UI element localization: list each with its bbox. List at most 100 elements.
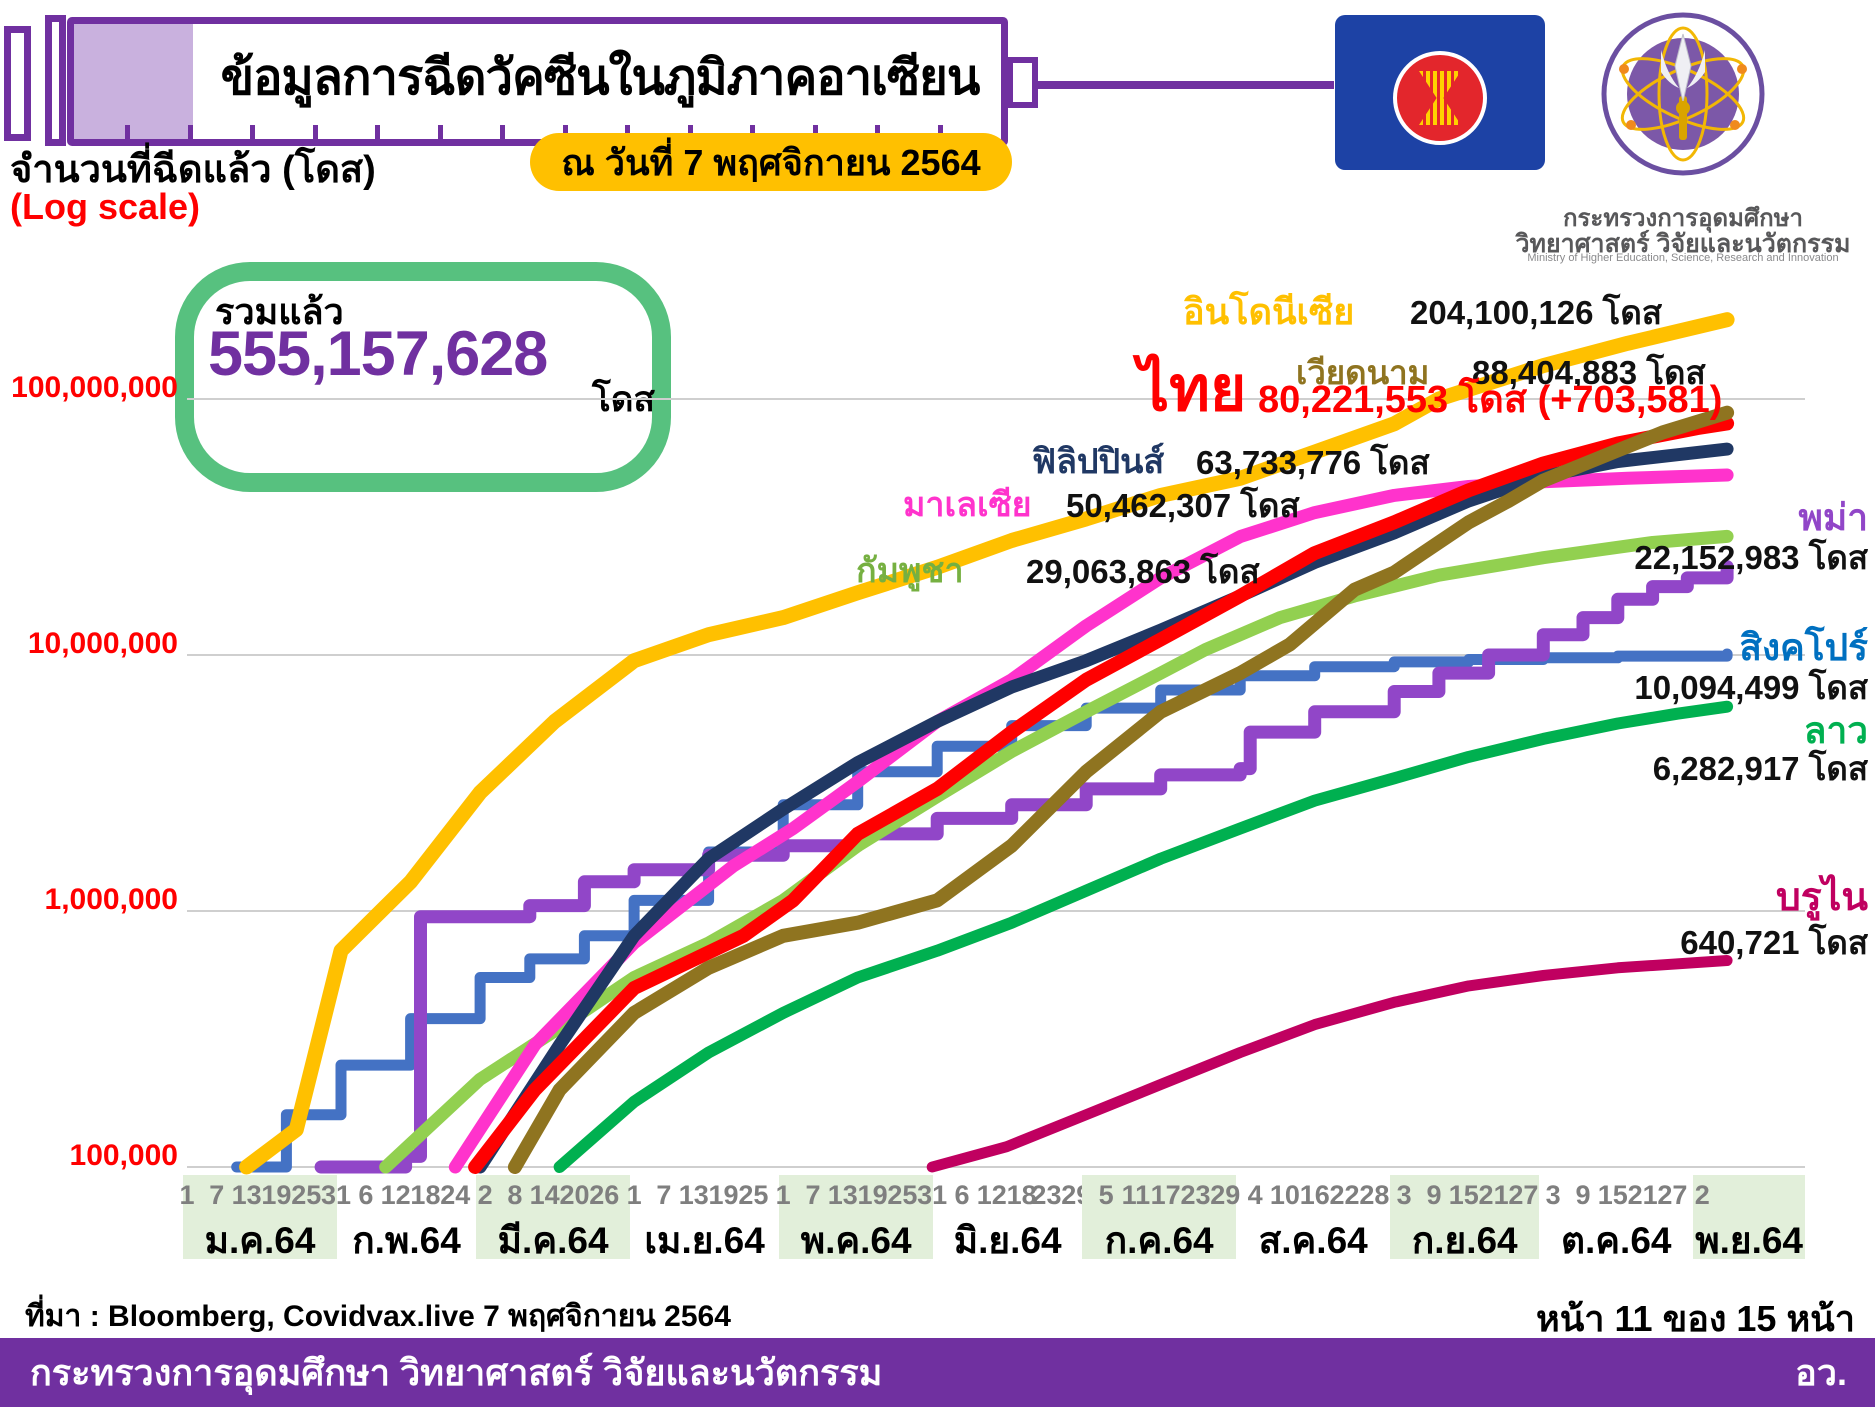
total-value: 555,157,628 bbox=[208, 319, 548, 389]
annotation: ไทย bbox=[1138, 355, 1247, 424]
syringe-tick bbox=[625, 125, 630, 139]
annotation: อินโดนีเซีย bbox=[1183, 291, 1355, 332]
ministry-seal-icon bbox=[1601, 12, 1765, 176]
y-axis-title: จำนวนที่ฉีดแล้ว (โดส) bbox=[10, 149, 376, 191]
x-axis-day-tick: 29 bbox=[1210, 1180, 1241, 1210]
x-axis-day-tick: 17 bbox=[1150, 1180, 1181, 1210]
syringe-flange-icon bbox=[45, 15, 66, 146]
x-axis-day-tick: 25 bbox=[291, 1180, 322, 1210]
x-axis-day-tick: 7 bbox=[656, 1180, 672, 1210]
syringe-tick bbox=[562, 125, 568, 139]
x-axis-day-tick: 13 bbox=[678, 1180, 709, 1210]
annotation: 29,063,863 โดส bbox=[1026, 553, 1260, 590]
ministry-name-en: Ministry of Higher Education, Science, R… bbox=[1527, 252, 1839, 264]
x-axis-month: ก.พ.64 bbox=[337, 1175, 476, 1261]
x-axis-day-tick: 7 bbox=[805, 1180, 821, 1210]
y-axis-tick-label: 100,000,000 bbox=[11, 371, 178, 404]
annotation: พม่า bbox=[1798, 497, 1868, 538]
x-axis-day-tick: 8 bbox=[507, 1180, 523, 1210]
annotation: 6,282,917 โดส bbox=[1652, 750, 1868, 787]
syringe-tick bbox=[687, 125, 693, 139]
gridline bbox=[187, 910, 1805, 912]
syringe-tick bbox=[187, 125, 193, 139]
syringe-tick bbox=[312, 125, 318, 139]
x-axis-month: ก.ค.64 bbox=[1082, 1175, 1237, 1261]
source-note: ที่มา : Bloomberg, Covidvax.live 7 พฤศจิ… bbox=[25, 1300, 731, 1333]
x-axis-day-tick: 1 bbox=[179, 1180, 195, 1210]
x-axis-month-label: ก.ค.64 bbox=[1104, 1220, 1214, 1261]
annotation: 22,152,983 โดส bbox=[1634, 539, 1868, 576]
annotation: ฟิลิปปินส์ bbox=[1032, 443, 1165, 481]
syringe-tick bbox=[375, 125, 380, 139]
x-axis-month: พ.ย.64 bbox=[1693, 1175, 1805, 1261]
syringe-tick bbox=[875, 125, 880, 139]
series-line-thailand bbox=[468, 416, 1735, 1174]
x-axis-day-tick: 13 bbox=[827, 1180, 858, 1210]
y-axis-tick-label: 10,000,000 bbox=[27, 627, 178, 660]
x-axis-month-label: เม.ย.64 bbox=[644, 1220, 765, 1261]
asean-paddy-sheaf-icon bbox=[1419, 71, 1461, 125]
x-axis-day-tick: 31 bbox=[321, 1180, 352, 1210]
syringe-needle-icon bbox=[1037, 81, 1334, 89]
x-axis-day-tick: 31 bbox=[917, 1180, 948, 1210]
annotation: 80,221,553 โดส (+703,581) bbox=[1258, 379, 1723, 421]
y-axis-tick-label: 1,000,000 bbox=[44, 883, 178, 916]
x-axis-month: ส.ค.64 bbox=[1236, 1175, 1390, 1261]
x-axis-day-tick: 4 bbox=[1247, 1180, 1263, 1210]
annotation: กัมพูชา bbox=[856, 552, 964, 590]
x-axis-day-tick: 25 bbox=[887, 1180, 918, 1210]
x-axis-day-tick: 18 bbox=[1006, 1180, 1037, 1210]
x-axis-month-label: ส.ค.64 bbox=[1258, 1220, 1368, 1261]
x-axis-day-tick: 11 bbox=[1121, 1180, 1151, 1210]
x-axis-month: เม.ย.64 bbox=[630, 1175, 779, 1261]
x-axis-month: มิ.ย.64 bbox=[933, 1175, 1082, 1261]
x-axis-day-tick: 9 bbox=[1426, 1180, 1442, 1210]
y-axis-tick-label: 100,000 bbox=[69, 1139, 178, 1172]
x-axis-day-tick: 7 bbox=[209, 1180, 225, 1210]
x-axis-month-label: มิ.ย.64 bbox=[953, 1220, 1062, 1261]
x-axis-day-tick: 27 bbox=[1508, 1180, 1539, 1210]
x-axis-day-tick: 6 bbox=[954, 1180, 970, 1210]
x-axis-day-tick: 5 bbox=[1098, 1180, 1114, 1210]
x-axis-month-label: มี.ค.64 bbox=[497, 1220, 609, 1261]
annotation: เวียดนาม bbox=[1296, 354, 1430, 391]
x-axis-month-label: พ.ย.64 bbox=[1695, 1220, 1804, 1261]
series-line-myanmar bbox=[314, 560, 1734, 1174]
x-axis-day-tick: 19 bbox=[857, 1180, 888, 1210]
x-axis-day-tick: 16 bbox=[1299, 1180, 1330, 1210]
syringe-plunger-icon bbox=[4, 26, 31, 141]
x-axis-day-tick: 1 bbox=[626, 1180, 642, 1210]
x-axis-day-tick: 20 bbox=[559, 1180, 590, 1210]
x-axis-month: ม.ค.64 bbox=[183, 1175, 337, 1261]
x-axis-month-label: ม.ค.64 bbox=[204, 1220, 316, 1261]
x-axis-day-tick: 9 bbox=[1575, 1180, 1591, 1210]
gridline bbox=[187, 1166, 1805, 1168]
x-axis-day-tick: 3 bbox=[1545, 1180, 1561, 1210]
x-axis-day-tick: 15 bbox=[1597, 1180, 1628, 1210]
annotation: สิงคโปร์ bbox=[1739, 627, 1868, 668]
annotation: 204,100,126 โดส bbox=[1410, 294, 1662, 331]
syringe-tick bbox=[500, 125, 505, 139]
footer-ministry-name: กระทรวงการอุดมศึกษา วิทยาศาสตร์ วิจัยและ… bbox=[30, 1352, 883, 1393]
y-axis-log-scale-note: (Log scale) bbox=[10, 186, 201, 227]
x-axis-day-tick: 12 bbox=[976, 1180, 1007, 1210]
syringe-tick bbox=[750, 125, 755, 139]
syringe-tick bbox=[125, 125, 130, 139]
syringe-tick bbox=[437, 125, 443, 139]
x-axis-day-tick: 27 bbox=[1657, 1180, 1688, 1210]
x-axis-day-tick: 3 bbox=[1396, 1180, 1412, 1210]
footer-bar: กระทรวงการอุดมศึกษา วิทยาศาสตร์ วิจัยและ… bbox=[0, 1338, 1875, 1407]
x-axis-day-tick: 13 bbox=[231, 1180, 262, 1210]
x-axis-day-tick: 25 bbox=[738, 1180, 769, 1210]
x-axis-day-tick: 18 bbox=[410, 1180, 441, 1210]
syringe-needle-hub-icon bbox=[1007, 57, 1038, 108]
page-title: ข้อมูลการฉีดวัคซีนในภูมิภาคอาเซียน bbox=[220, 51, 981, 105]
series-line-brunei bbox=[926, 955, 1733, 1173]
annotation: 50,462,307 โดส bbox=[1066, 487, 1300, 524]
x-axis-day-tick: 19 bbox=[708, 1180, 739, 1210]
footer-ministry-abbr: อว. bbox=[1795, 1352, 1847, 1393]
syringe-tick bbox=[250, 125, 255, 139]
x-axis-month: ก.ย.64 bbox=[1390, 1175, 1540, 1261]
x-axis-month: พ.ค.64 bbox=[779, 1175, 934, 1261]
page-number: หน้า 11 ของ 15 หน้า bbox=[1535, 1298, 1855, 1339]
